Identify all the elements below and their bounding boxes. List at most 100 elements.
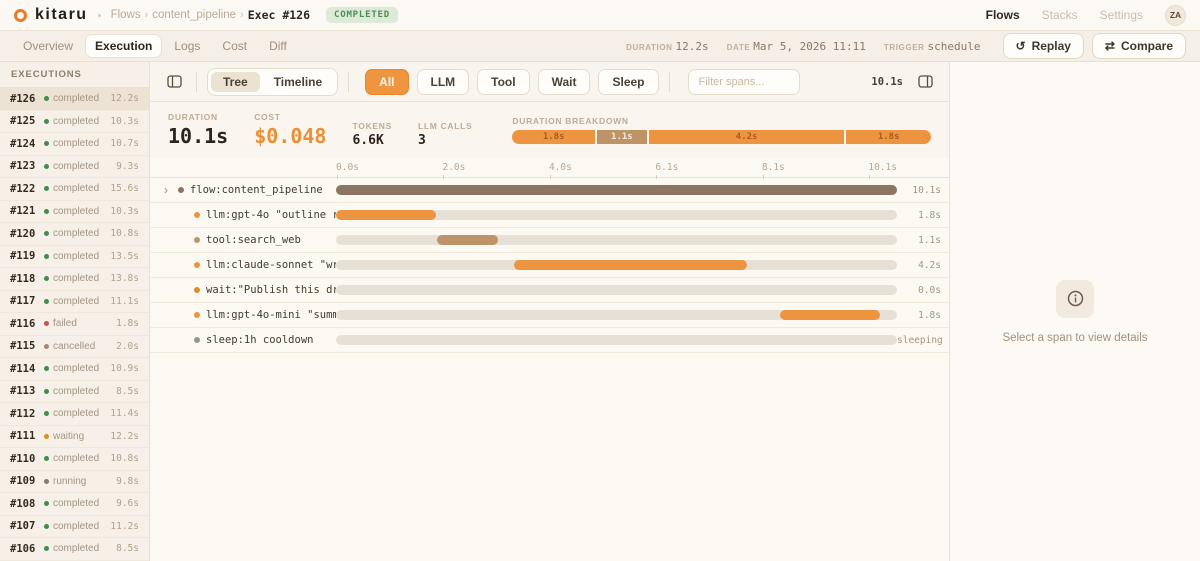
brand-logo-icon xyxy=(14,8,27,22)
executions-title: EXECUTIONS xyxy=(0,62,149,88)
execution-list-item[interactable]: #121 completed 10.3s xyxy=(0,201,149,223)
execution-duration: 11.2s xyxy=(110,520,139,532)
compare-button[interactable]: ⇄ Compare xyxy=(1091,33,1186,59)
top-nav-item[interactable]: Stacks xyxy=(1041,8,1078,22)
span-label-group: tool:search_web xyxy=(150,234,336,246)
execution-list-item[interactable]: #115 cancelled 2.0s xyxy=(0,336,149,358)
stat-tokens: TOKENS 6.6K xyxy=(352,113,391,148)
execution-list-item[interactable]: #123 completed 9.3s xyxy=(0,156,149,178)
ribbon-tab[interactable]: Cost xyxy=(222,39,248,53)
execution-id: #117 xyxy=(10,295,36,308)
span-duration-bar[interactable] xyxy=(780,310,881,320)
execution-id: #107 xyxy=(10,520,36,533)
span-type-filter[interactable]: Wait xyxy=(537,68,591,95)
toggle-right-panel-icon[interactable] xyxy=(913,70,937,94)
span-type-filter[interactable]: All xyxy=(365,68,409,95)
execution-list-item[interactable]: #125 completed 10.3s xyxy=(0,111,149,133)
breadcrumb: Flows › content_pipeline › Exec #126 xyxy=(111,8,310,22)
stat-llm-calls-label: LLM CALLS xyxy=(417,120,473,131)
execution-id: #106 xyxy=(10,542,36,555)
execution-duration: 10.8s xyxy=(110,453,139,465)
breadcrumb-flows[interactable]: Flows xyxy=(110,9,141,21)
span-duration-bar[interactable] xyxy=(436,235,499,245)
execution-list-item[interactable]: #112 completed 11.4s xyxy=(0,403,149,426)
ribbon-tabs: Overview Execution Logs Cost Diff xyxy=(14,35,296,57)
span-row[interactable]: llm:gpt-4o-mini "summarize" 1.8s xyxy=(150,303,949,328)
execution-list-item[interactable]: #110 completed 10.8s xyxy=(0,448,149,471)
breakdown-segment[interactable]: 1.8s xyxy=(512,130,597,144)
span-type-filter[interactable]: Sleep xyxy=(598,68,659,95)
breakdown-segment[interactable]: 4.2s xyxy=(648,130,847,144)
span-duration-text: 10.1s xyxy=(912,184,941,196)
avatar[interactable]: ZA xyxy=(1165,4,1186,26)
stat-cost: COST $0.048 xyxy=(254,112,326,148)
span-row[interactable]: › flow:content_pipeline 10.1s xyxy=(150,178,949,203)
replay-button[interactable]: ↺ Replay xyxy=(1002,33,1084,59)
execution-list-item[interactable]: #109 running 9.8s xyxy=(0,471,149,493)
breakdown-segment[interactable]: 1.8s xyxy=(846,130,931,144)
execution-status-dot xyxy=(44,231,49,237)
expand-chevron-icon[interactable]: › xyxy=(164,184,168,196)
span-duration-bar[interactable] xyxy=(513,260,748,270)
execution-list-item[interactable]: #122 completed 15.6s xyxy=(0,178,149,201)
span-duration-bar[interactable] xyxy=(336,185,897,195)
span-rows: › flow:content_pipeline 10.1s xyxy=(150,178,949,353)
span-label: flow:content_pipeline xyxy=(190,184,323,196)
execution-status: completed xyxy=(53,205,100,217)
toggle-left-panel-icon[interactable] xyxy=(162,70,186,94)
breadcrumb-flow-name[interactable]: content_pipeline xyxy=(152,9,237,21)
ribbon-tab[interactable]: Logs xyxy=(174,39,201,53)
span-type-filter[interactable]: LLM xyxy=(416,68,470,95)
span-row[interactable]: wait:"Publish this draft?" 0.0s xyxy=(150,278,949,303)
execution-list-item[interactable]: #118 completed 13.8s xyxy=(0,268,149,291)
execution-list-item[interactable]: #114 completed 10.9s xyxy=(0,358,149,381)
trace-toolbar: Tree Timeline All LLM Tool Wait xyxy=(150,62,949,102)
breakdown-segment[interactable]: 1.1s xyxy=(596,130,649,144)
breadcrumb-exec: Exec #126 xyxy=(247,8,311,22)
span-row[interactable]: sleep:1h cooldown sleeping xyxy=(150,328,949,353)
empty-state-text: Select a span to view details xyxy=(1002,331,1148,344)
execution-list-item[interactable]: #106 completed 8.5s xyxy=(0,538,149,561)
ribbon-buttons: ↺ Replay ⇄ Compare xyxy=(1002,33,1186,59)
top-nav-item[interactable]: Flows xyxy=(985,8,1020,22)
execution-list-item[interactable]: #107 completed 11.2s xyxy=(0,516,149,538)
execution-id: #110 xyxy=(10,452,36,465)
execution-status: completed xyxy=(53,453,100,465)
execution-status-dot xyxy=(44,321,49,327)
meta-label: TRIGGER xyxy=(883,42,925,52)
span-bar-track-area xyxy=(336,310,897,320)
trace-stats: DURATION 10.1s COST $0.048 TOKENS 6.6K L… xyxy=(150,102,949,158)
execution-list-item[interactable]: #119 completed 13.5s xyxy=(0,246,149,268)
ribbon-tab[interactable]: Overview xyxy=(23,39,74,53)
execution-list-item[interactable]: #111 waiting 12.2s xyxy=(0,426,149,448)
span-bar-track-area xyxy=(336,185,897,195)
execution-list-item[interactable]: #124 completed 10.7s xyxy=(0,133,149,156)
ribbon-tab[interactable]: Diff xyxy=(269,39,287,53)
span-duration-bar[interactable] xyxy=(336,210,436,220)
span-row[interactable]: llm:claude-sonnet "write artic 4.2s xyxy=(150,253,949,278)
execution-status-dot xyxy=(44,546,49,552)
execution-list-item[interactable]: #126 completed 12.2s xyxy=(0,88,149,111)
execution-list-item[interactable]: #120 completed 10.8s xyxy=(0,223,149,246)
span-row[interactable]: tool:search_web 1.1s xyxy=(150,228,949,253)
view-toggle-option[interactable]: Timeline xyxy=(273,74,323,89)
execution-list-item[interactable]: #116 failed 1.8s xyxy=(0,313,149,336)
ribbon-tab[interactable]: Execution xyxy=(86,35,162,57)
span-type-filter[interactable]: Tool xyxy=(477,68,530,95)
execution-status: completed xyxy=(53,543,100,555)
execution-id: #123 xyxy=(10,160,36,173)
filter-spans-input[interactable] xyxy=(687,68,800,95)
execution-id: #113 xyxy=(10,385,36,398)
execution-status: completed xyxy=(53,295,100,307)
top-nav-item[interactable]: Settings xyxy=(1099,8,1143,22)
info-icon-tile xyxy=(1056,279,1094,318)
execution-status-dot xyxy=(44,298,49,304)
execution-duration: 12.2s xyxy=(110,93,139,105)
execution-list-item[interactable]: #117 completed 11.1s xyxy=(0,291,149,313)
span-row[interactable]: llm:gpt-4o "outline research" 1.8s xyxy=(150,203,949,228)
view-toggle-option[interactable]: Tree xyxy=(211,71,260,92)
execution-meta: DURATION 12.2s DATE Mar 5, 2026 11:11 TR… xyxy=(626,40,980,53)
execution-list-item[interactable]: #113 completed 8.5s xyxy=(0,381,149,403)
execution-list-item[interactable]: #108 completed 9.6s xyxy=(0,493,149,516)
axis-spacer-right xyxy=(897,158,949,177)
